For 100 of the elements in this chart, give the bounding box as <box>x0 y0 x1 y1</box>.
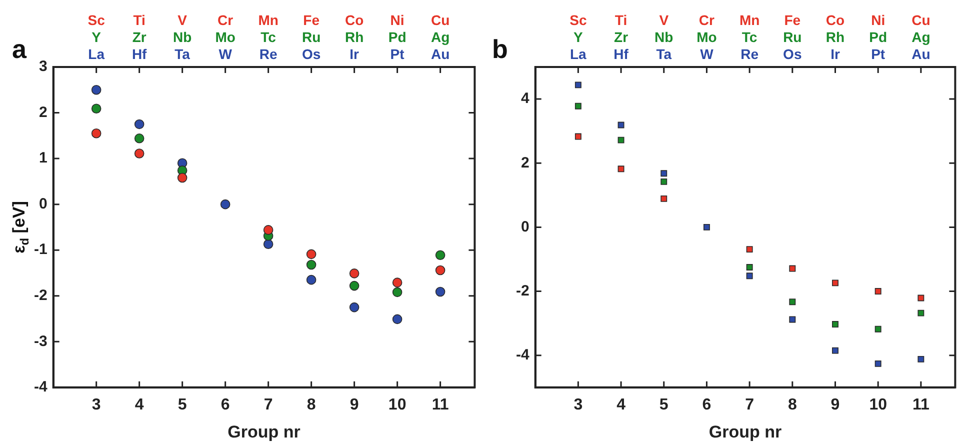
point <box>435 250 446 260</box>
point <box>660 195 668 202</box>
point <box>660 178 668 185</box>
point <box>574 133 582 140</box>
point <box>349 302 360 312</box>
text: Hf <box>614 46 629 62</box>
y-tick-label: 2 <box>520 154 530 172</box>
y-tick-label: -4 <box>34 378 48 396</box>
y-tick-label: 0 <box>520 218 530 236</box>
point <box>789 298 796 306</box>
y-tick-label: -1 <box>34 241 48 258</box>
x-tick-label: 3 <box>574 396 583 414</box>
point <box>746 264 753 270</box>
point <box>349 280 360 291</box>
text: Pt <box>390 46 405 62</box>
x-tick-label: 11 <box>912 396 930 414</box>
x-tick-label: 8 <box>788 396 797 414</box>
point <box>918 294 924 302</box>
y-tick-label: 4 <box>520 90 530 108</box>
point <box>306 274 316 285</box>
text: Tc <box>260 29 276 45</box>
x-tick-label: 5 <box>178 396 187 414</box>
x-tick-label: 9 <box>350 396 359 414</box>
point <box>134 148 144 158</box>
point <box>574 82 582 88</box>
point <box>435 265 446 276</box>
text: La <box>88 46 105 62</box>
y-tick-label: -2 <box>516 282 530 300</box>
chart-title: b <box>492 34 508 64</box>
point <box>134 119 144 130</box>
point <box>789 316 796 323</box>
text: Co <box>826 12 845 28</box>
text: Nb <box>654 29 674 45</box>
text: Ag <box>912 29 930 45</box>
point <box>789 265 796 272</box>
text: V <box>178 12 188 28</box>
text: Mn <box>258 12 278 28</box>
x-tick-label: 10 <box>869 396 888 414</box>
text: Re <box>740 46 759 62</box>
text: Cr <box>698 12 716 28</box>
point <box>874 360 882 367</box>
x-tick-label: 11 <box>432 396 449 414</box>
y-axis-title: εd [eV] <box>10 201 32 254</box>
text: Mo <box>696 29 717 45</box>
point <box>435 286 446 297</box>
text: Sc <box>88 12 106 28</box>
x-tick-label: 10 <box>388 396 406 414</box>
point <box>832 321 838 328</box>
text: Pd <box>869 29 888 45</box>
text: Fe <box>303 12 320 28</box>
point <box>349 268 360 278</box>
text: Au <box>430 46 450 62</box>
text: Pt <box>871 46 886 62</box>
point <box>306 249 316 260</box>
text: Ru <box>302 29 321 45</box>
text: Ti <box>133 12 146 28</box>
point <box>574 102 582 110</box>
point <box>392 314 402 324</box>
point <box>874 288 882 295</box>
y-tick-label: -3 <box>34 332 48 350</box>
point <box>618 166 624 172</box>
x-tick-label: 4 <box>616 396 626 414</box>
y-tick-label: 2 <box>38 104 48 121</box>
text: Ti <box>614 12 628 28</box>
point <box>392 278 402 288</box>
text: Nb <box>172 29 192 45</box>
x-axis-title: Group nr <box>228 422 301 442</box>
text: Re <box>259 46 278 62</box>
text: Zr <box>132 29 147 45</box>
point <box>263 225 274 235</box>
text: W <box>700 46 714 62</box>
point <box>618 122 624 128</box>
point <box>832 347 838 354</box>
text: Fe <box>784 12 801 28</box>
text: Ag <box>430 29 450 45</box>
y-tick-label: 3 <box>38 58 48 76</box>
text: Rh <box>826 29 845 45</box>
point <box>703 224 710 230</box>
text: Rh <box>344 29 364 45</box>
point <box>918 356 924 362</box>
text: Cr <box>218 12 234 28</box>
point <box>220 199 230 210</box>
text: La <box>570 46 587 62</box>
text: W <box>218 46 233 62</box>
text: Os <box>302 46 321 62</box>
point <box>91 104 102 114</box>
point <box>263 239 274 250</box>
y-tick-label: 0 <box>38 195 48 212</box>
point <box>746 272 753 280</box>
text: Sc <box>570 12 587 28</box>
text: Ir <box>830 46 840 62</box>
text: Zr <box>614 29 629 45</box>
text: Cu <box>430 12 450 28</box>
y-tick-label: 1 <box>38 150 48 167</box>
point <box>918 310 924 316</box>
text: Co <box>344 12 364 28</box>
point <box>746 246 753 253</box>
chart-title: a <box>12 34 27 64</box>
x-tick-label: 9 <box>830 396 840 414</box>
text: Y <box>574 29 584 45</box>
